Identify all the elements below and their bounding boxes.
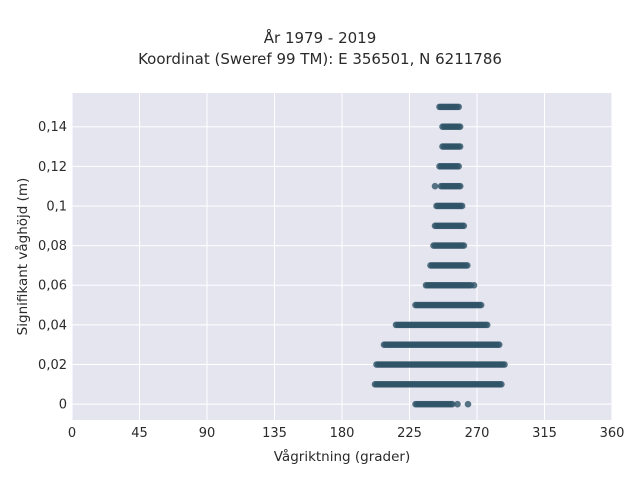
- grid: [71, 93, 613, 420]
- data-point: [483, 321, 491, 329]
- data-point: [449, 400, 456, 408]
- data-point: [456, 143, 464, 150]
- y-tick-label: 0,04: [38, 318, 67, 333]
- x-axis-ticks: 0 45 90 135 180 225 270 315 360: [68, 426, 625, 441]
- data-point: [495, 341, 503, 348]
- y-tick-label: 0,06: [38, 279, 67, 294]
- y-tick-label: 0,12: [38, 160, 67, 175]
- data-point: [456, 123, 464, 130]
- y-tick-label: 0,08: [38, 239, 67, 254]
- x-tick-label: 0: [68, 426, 76, 441]
- y-tick-label: 0,1: [46, 199, 67, 214]
- data-point: [431, 182, 439, 190]
- x-tick-label: 180: [330, 426, 355, 441]
- chart-title: År 1979 - 2019 Koordinat (Sweref 99 TM):…: [0, 28, 640, 70]
- data-point: [498, 381, 505, 388]
- x-tick-label: 270: [465, 426, 490, 441]
- y-tick-label: 0: [59, 398, 67, 413]
- data-point: [455, 163, 463, 170]
- y-tick-label: 0,02: [38, 358, 67, 373]
- x-axis-label: Vågriktning (grader): [274, 448, 411, 465]
- x-tick-label: 45: [131, 426, 148, 441]
- data-point: [454, 400, 461, 408]
- data-point: [501, 361, 508, 368]
- data-point: [455, 103, 463, 111]
- x-tick-label: 360: [600, 426, 625, 441]
- data-point: [464, 400, 472, 408]
- x-tick-label: 135: [262, 426, 287, 441]
- y-axis-label: Signifikant våghöjd (m): [14, 178, 31, 336]
- chart-title-line-2: Koordinat (Sweref 99 TM): E 356501, N 62…: [138, 50, 502, 68]
- data-point: [470, 281, 478, 289]
- x-tick-label: 315: [532, 426, 557, 441]
- data-point: [460, 242, 468, 249]
- x-tick-label: 225: [397, 426, 422, 441]
- y-axis-ticks: 0 0,02 0,04 0,06 0,08 0,1 0,12 0,14: [38, 120, 67, 412]
- y-tick-label: 0,14: [38, 120, 67, 135]
- chart-title-line-1: År 1979 - 2019: [263, 29, 377, 47]
- data-point: [456, 182, 464, 190]
- x-tick-label: 90: [199, 426, 216, 441]
- data-point: [460, 222, 468, 230]
- data-point: [477, 301, 485, 309]
- data-point: [458, 202, 466, 210]
- data-points: [371, 103, 508, 408]
- data-point: [464, 262, 471, 269]
